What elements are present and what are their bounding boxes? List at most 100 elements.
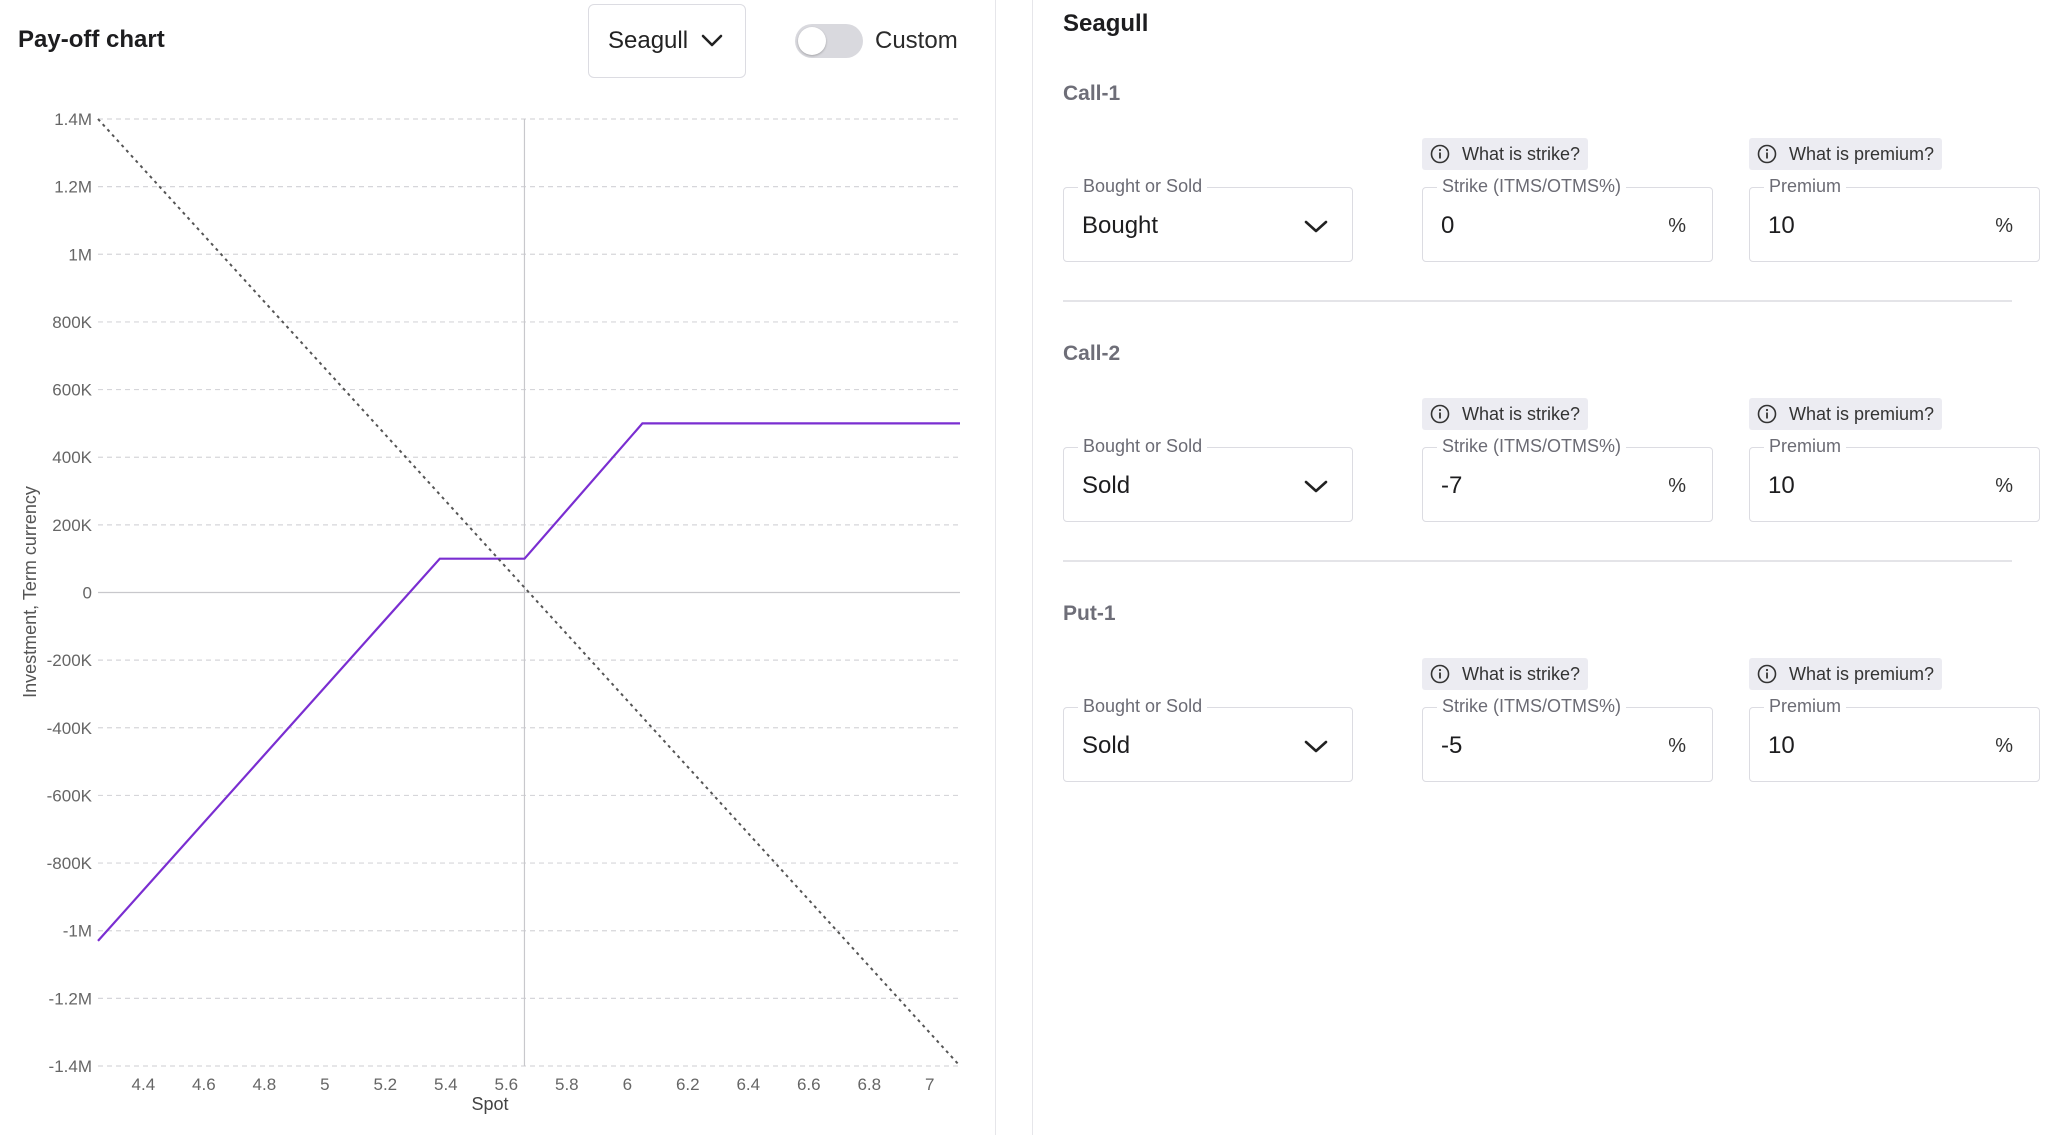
x-tick-label: 6.8 [857, 1075, 881, 1094]
y-tick-label: 0 [83, 584, 92, 603]
leg-separator [1063, 300, 2012, 302]
premium-help-label: What is premium? [1789, 143, 1935, 164]
field-value: 10 [1768, 472, 1795, 499]
bought-or-sold-select[interactable]: Bought or Sold Sold [1063, 436, 1353, 522]
strike-input[interactable]: Strike (ITMS/OTMS%) 0 % [1422, 176, 1713, 262]
strategy-payoff-line [97, 422, 960, 942]
field-label: Bought or Sold [1078, 696, 1208, 717]
info-icon [1757, 664, 1777, 684]
field-label: Bought or Sold [1078, 176, 1208, 197]
percent-unit: % [1668, 735, 1686, 757]
info-icon [1757, 144, 1777, 164]
y-tick-label: -400K [47, 719, 93, 738]
y-tick-label: 400K [52, 448, 92, 467]
info-icon [1430, 664, 1450, 684]
premium-help-button[interactable]: What is premium? [1749, 398, 1943, 430]
strike-help-button[interactable]: What is strike? [1422, 658, 1589, 690]
x-axis-label: Spot [471, 1094, 508, 1114]
panel-divider [1032, 0, 1033, 1135]
y-tick-label: -1M [63, 922, 92, 941]
payoff-chart: 1.4M 1.2M 1M 800K 600K 400K 200K 0 -200K -400K -60… [20, 110, 961, 1114]
grid-lines [98, 118, 960, 1067]
field-label: Bought or Sold [1078, 436, 1208, 457]
leg-separator [1063, 560, 2012, 562]
premium-input[interactable]: Premium 10 % [1749, 176, 2040, 262]
field-value: -7 [1441, 472, 1463, 499]
x-tick-label: 4.8 [253, 1075, 277, 1094]
strike-input[interactable]: Strike (ITMS/OTMS%) -5 % [1422, 696, 1713, 782]
strategy-select-value: Seagull [608, 27, 689, 54]
chevron-down-icon [1304, 220, 1328, 233]
field-value: Bought [1082, 212, 1159, 239]
y-tick-label: 200K [52, 516, 92, 535]
premium-input[interactable]: Premium 10 % [1749, 696, 2040, 782]
strike-help-label: What is strike? [1462, 403, 1581, 424]
info-icon [1430, 144, 1450, 164]
x-tick-label: 5.8 [555, 1075, 579, 1094]
premium-help-button[interactable]: What is premium? [1749, 658, 1943, 690]
custom-toggle[interactable] [795, 24, 863, 58]
strike-help-button[interactable]: What is strike? [1422, 398, 1589, 430]
field-label: Premium [1764, 436, 1847, 457]
bought-or-sold-select[interactable]: Bought or Sold Sold [1063, 696, 1353, 782]
y-tick-label: -800K [47, 854, 93, 873]
strike-help-label: What is strike? [1462, 143, 1581, 164]
y-tick-label: 1.4M [54, 110, 92, 129]
chevron-down-icon [1304, 740, 1328, 753]
info-icon [1430, 404, 1450, 424]
y-tick-label: 1M [68, 245, 92, 264]
field-value: Sold [1082, 732, 1131, 759]
field-value: -5 [1441, 732, 1463, 759]
y-tick-label: 800K [52, 313, 92, 332]
y-tick-label: -1.4M [49, 1057, 92, 1076]
percent-unit: % [1995, 215, 2013, 237]
leg-call-2: Call-2 What is strike? What is premium? … [1063, 342, 2040, 572]
y-axis-label: Investment, Term currency [20, 486, 40, 698]
bought-or-sold-select[interactable]: Bought or Sold Bought [1063, 176, 1353, 262]
x-tick-label: 6.4 [736, 1075, 760, 1094]
field-label: Strike (ITMS/OTMS%) [1437, 696, 1626, 717]
x-tick-label: 6.6 [797, 1075, 821, 1094]
x-tick-label: 4.6 [192, 1075, 216, 1094]
x-tick-label: 6 [623, 1075, 632, 1094]
percent-unit: % [1668, 475, 1686, 497]
leg-put-1: Put-1 What is strike? What is premium? B… [1063, 602, 2040, 832]
strategy-select[interactable]: Seagull [588, 4, 746, 78]
info-icon [1757, 404, 1777, 424]
y-tick-label: -200K [47, 651, 93, 670]
y-tick-label: 600K [52, 381, 92, 400]
x-tick-labels: 4.4 4.6 4.8 5 5.2 5.4 5.6 5.8 6 6.2 6.4 6.6 6.8 7 [132, 1075, 935, 1094]
series-layer [97, 118, 961, 1067]
toggle-knob [798, 27, 826, 55]
field-value: 0 [1441, 212, 1455, 239]
leg-title: Call-1 [1063, 82, 1121, 105]
y-tick-label: 1.2M [54, 178, 92, 197]
field-label: Premium [1764, 176, 1847, 197]
percent-unit: % [1995, 475, 2013, 497]
chevron-down-icon [1304, 480, 1328, 493]
payoff-chart-panel: Pay-off chart Seagull Custom 1.4M 1.2M 1M 8… [0, 0, 995, 1135]
strike-help-button[interactable]: What is strike? [1422, 138, 1589, 170]
leg-call-1: Call-1 What is strike? What is premium? … [1063, 82, 2040, 312]
y-tick-label: -1.2M [49, 989, 92, 1008]
x-tick-label: 5.4 [434, 1075, 458, 1094]
premium-help-button[interactable]: What is premium? [1749, 138, 1943, 170]
y-tick-label: -600K [47, 786, 93, 805]
percent-unit: % [1995, 735, 2013, 757]
x-tick-label: 6.2 [676, 1075, 700, 1094]
field-label: Strike (ITMS/OTMS%) [1437, 436, 1626, 457]
leg-title: Call-2 [1063, 342, 1121, 365]
strategy-panel: Seagull Call-1 What is strike? What is p… [1033, 0, 2048, 1135]
field-value: 10 [1768, 212, 1795, 239]
field-label: Strike (ITMS/OTMS%) [1437, 176, 1626, 197]
x-tick-label: 5.2 [374, 1075, 398, 1094]
strike-help-label: What is strike? [1462, 663, 1581, 684]
strategy-title: Seagull [1063, 10, 1149, 37]
y-tick-labels: 1.4M 1.2M 1M 800K 600K 400K 200K 0 -200K -400K -60… [47, 110, 93, 1076]
percent-unit: % [1668, 215, 1686, 237]
custom-toggle-label: Custom [875, 27, 958, 54]
premium-input[interactable]: Premium 10 % [1749, 436, 2040, 522]
strike-input[interactable]: Strike (ITMS/OTMS%) -7 % [1422, 436, 1713, 522]
x-tick-label: 5.6 [494, 1075, 518, 1094]
x-tick-label: 7 [925, 1075, 934, 1094]
